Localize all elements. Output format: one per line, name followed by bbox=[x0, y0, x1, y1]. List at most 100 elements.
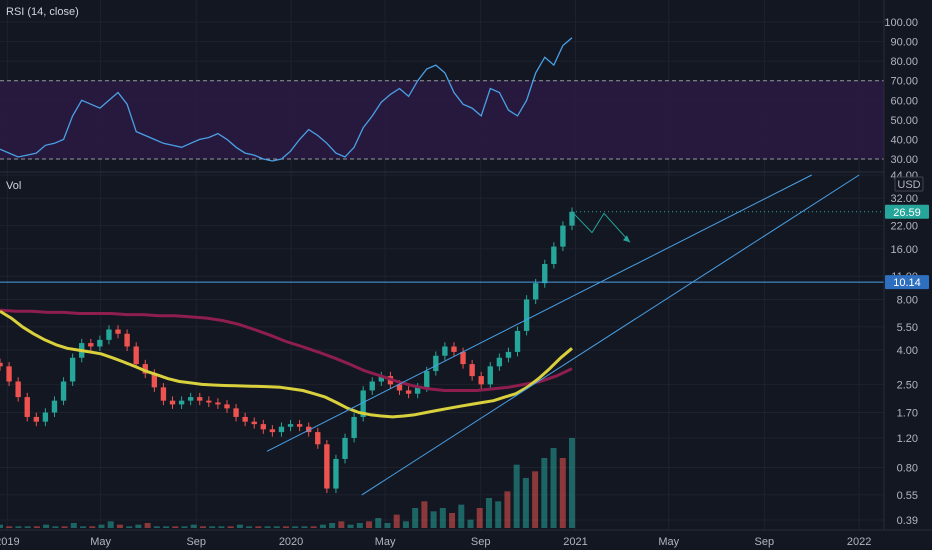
rsi-axis-tick: 30.00 bbox=[890, 154, 918, 166]
candle-body[interactable] bbox=[478, 376, 484, 385]
candle-body[interactable] bbox=[178, 400, 185, 405]
candle-body[interactable] bbox=[369, 381, 375, 391]
candle-body[interactable] bbox=[315, 432, 321, 445]
candle-body[interactable] bbox=[396, 384, 403, 391]
candle-body[interactable] bbox=[97, 339, 103, 347]
candle-body[interactable] bbox=[0, 362, 3, 367]
candle-body[interactable] bbox=[487, 366, 493, 385]
lower-trendline[interactable] bbox=[361, 174, 860, 496]
candle-body[interactable] bbox=[306, 426, 312, 433]
candle-body[interactable] bbox=[378, 376, 385, 382]
volume-bar bbox=[430, 511, 437, 528]
time-axis-label: 2019 bbox=[0, 536, 20, 548]
rsi-pane[interactable]: RSI (14, close) bbox=[0, 6, 884, 162]
candle-body[interactable] bbox=[296, 424, 303, 427]
volume-bar bbox=[172, 526, 179, 528]
volume-bar bbox=[338, 521, 345, 528]
moving-average-long[interactable] bbox=[0, 308, 573, 392]
candle-body[interactable] bbox=[6, 366, 12, 382]
candle-body[interactable] bbox=[160, 387, 167, 401]
candle-body[interactable] bbox=[542, 264, 548, 284]
time-axis[interactable]: 2019 May Sep 2020 May Sep 2021 May Sep 2022 bbox=[0, 536, 871, 548]
candle-body[interactable] bbox=[533, 283, 539, 300]
candle-body[interactable] bbox=[233, 408, 239, 417]
candle-body[interactable] bbox=[351, 416, 357, 438]
time-axis-label: May bbox=[90, 536, 111, 548]
candle-body[interactable] bbox=[251, 421, 257, 425]
candle-body[interactable] bbox=[523, 299, 530, 331]
hline-price-label[interactable]: 10.14 bbox=[885, 275, 929, 290]
candle-body[interactable] bbox=[15, 381, 21, 398]
candle-body[interactable] bbox=[405, 390, 412, 394]
candle-body[interactable] bbox=[287, 424, 294, 427]
volume-bar bbox=[532, 471, 539, 528]
candle-body[interactable] bbox=[115, 329, 121, 334]
candle-body[interactable] bbox=[242, 416, 248, 422]
candle-body[interactable] bbox=[569, 211, 575, 226]
candle-body[interactable] bbox=[260, 424, 266, 430]
rsi-axis-tick: 50.00 bbox=[890, 115, 918, 127]
candle-body[interactable] bbox=[169, 400, 176, 405]
candle-body[interactable] bbox=[324, 444, 330, 489]
candle-body[interactable] bbox=[33, 416, 39, 422]
volume-bar bbox=[15, 526, 22, 528]
candle-body[interactable] bbox=[133, 346, 139, 365]
candle-body[interactable] bbox=[496, 357, 503, 367]
volume-bar bbox=[126, 526, 133, 528]
candle-body[interactable] bbox=[42, 412, 49, 422]
candle-body[interactable] bbox=[24, 397, 30, 417]
candle-body[interactable] bbox=[151, 373, 158, 388]
candle-body[interactable] bbox=[342, 437, 348, 459]
forecast-arrow-head bbox=[623, 235, 630, 243]
candlesticks[interactable] bbox=[0, 207, 575, 494]
candle-body[interactable] bbox=[333, 458, 339, 489]
candle-body[interactable] bbox=[224, 404, 230, 409]
candle-body[interactable] bbox=[551, 246, 557, 265]
volume-bar bbox=[541, 458, 548, 528]
candle-body[interactable] bbox=[360, 390, 366, 417]
candle-body[interactable] bbox=[414, 387, 421, 394]
volume-bar bbox=[513, 464, 520, 528]
volume-bar bbox=[550, 448, 557, 528]
volume-bar bbox=[153, 526, 160, 528]
candle-body[interactable] bbox=[106, 329, 112, 340]
time-axis-label: 2021 bbox=[563, 536, 587, 548]
candle-body[interactable] bbox=[69, 357, 76, 382]
forecast-path[interactable] bbox=[571, 211, 631, 243]
candle-body[interactable] bbox=[187, 397, 194, 401]
current-price-label[interactable]: 26.59 bbox=[885, 204, 929, 219]
price-axis-tick: 0.55 bbox=[897, 490, 918, 502]
candle-body[interactable] bbox=[424, 371, 430, 388]
volume-bar bbox=[70, 523, 77, 528]
candle-body[interactable] bbox=[451, 346, 457, 352]
candle-body[interactable] bbox=[433, 355, 439, 372]
candle-body[interactable] bbox=[197, 397, 203, 401]
candle-body[interactable] bbox=[505, 351, 512, 358]
candle-body[interactable] bbox=[142, 364, 148, 374]
candle-body[interactable] bbox=[215, 402, 221, 405]
currency-label: USD bbox=[897, 179, 920, 191]
candle-body[interactable] bbox=[560, 225, 566, 247]
rsi-axis[interactable]: 100.00 90.00 80.00 70.00 60.00 50.00 40.00 30.0… bbox=[884, 17, 918, 166]
rsi-axis-tick: 70.00 bbox=[890, 76, 918, 88]
candle-body[interactable] bbox=[469, 364, 475, 377]
volume-bar bbox=[98, 524, 105, 528]
moving-average-short[interactable] bbox=[0, 310, 573, 419]
candle-body[interactable] bbox=[60, 381, 67, 401]
upper-trendline[interactable] bbox=[266, 174, 812, 452]
candle-body[interactable] bbox=[442, 346, 448, 356]
candle-body[interactable] bbox=[124, 333, 130, 347]
candle-body[interactable] bbox=[88, 343, 94, 347]
price-pane[interactable]: Vol bbox=[0, 174, 884, 528]
candle-body[interactable] bbox=[278, 426, 285, 433]
time-axis-label: Sep bbox=[186, 536, 206, 548]
rsi-line[interactable] bbox=[0, 37, 573, 162]
candle-body[interactable] bbox=[514, 330, 521, 352]
currency-badge[interactable]: USD bbox=[894, 176, 924, 192]
candle-body[interactable] bbox=[269, 429, 276, 433]
candle-body[interactable] bbox=[460, 351, 466, 365]
candle-body[interactable] bbox=[51, 400, 58, 413]
candle-body[interactable] bbox=[206, 400, 212, 403]
time-axis-label: 2022 bbox=[847, 536, 871, 548]
